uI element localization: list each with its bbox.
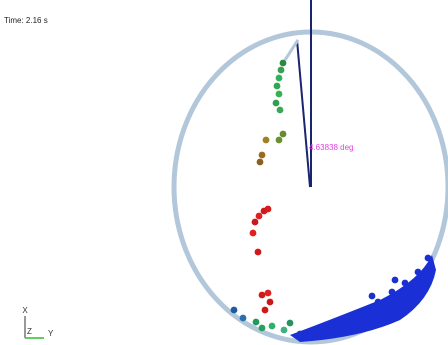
particle bbox=[262, 307, 269, 314]
particle bbox=[389, 289, 396, 296]
axis-z-label: Z bbox=[27, 327, 32, 336]
particle bbox=[267, 299, 274, 306]
particle bbox=[255, 249, 262, 256]
particle bbox=[253, 319, 260, 326]
angle-arc bbox=[285, 40, 298, 60]
particle bbox=[250, 230, 257, 237]
particle bbox=[265, 290, 272, 297]
particle bbox=[278, 67, 285, 74]
particle bbox=[312, 327, 319, 334]
angle-line bbox=[297, 40, 310, 187]
particle bbox=[265, 206, 272, 213]
particle bbox=[281, 327, 288, 334]
viewport: Time: 2.16 s 4.63838 deg X Y Z bbox=[0, 0, 448, 345]
particle bbox=[259, 152, 266, 159]
particle bbox=[276, 137, 283, 144]
angle-label: 4.63838 deg bbox=[309, 143, 354, 152]
scene: Time: 2.16 s 4.63838 deg X Y Z bbox=[0, 0, 448, 345]
particle bbox=[276, 91, 283, 98]
particle bbox=[402, 280, 409, 287]
particle bbox=[259, 292, 266, 299]
particle bbox=[415, 269, 422, 276]
particle bbox=[425, 255, 432, 262]
particle bbox=[269, 323, 276, 330]
particle bbox=[276, 75, 283, 82]
particle bbox=[277, 107, 284, 114]
particle bbox=[297, 331, 304, 338]
axis-y-label: Y bbox=[48, 329, 54, 338]
particle bbox=[259, 325, 266, 332]
particle bbox=[274, 83, 281, 90]
particle bbox=[359, 309, 366, 316]
particle bbox=[287, 320, 294, 327]
particle bbox=[280, 131, 287, 138]
particle bbox=[273, 100, 280, 107]
particle bbox=[327, 323, 334, 330]
particle bbox=[256, 213, 263, 220]
particle bbox=[231, 307, 238, 314]
axis-x-label: X bbox=[22, 306, 28, 315]
particle bbox=[257, 159, 264, 166]
particle bbox=[375, 299, 382, 306]
particle bbox=[280, 60, 287, 67]
particle bbox=[240, 315, 247, 322]
particle bbox=[252, 219, 259, 226]
particle bbox=[263, 137, 270, 144]
particle bbox=[345, 315, 352, 322]
time-label: Time: 2.16 s bbox=[4, 16, 48, 25]
particle bbox=[369, 293, 376, 300]
particle bbox=[392, 277, 399, 284]
